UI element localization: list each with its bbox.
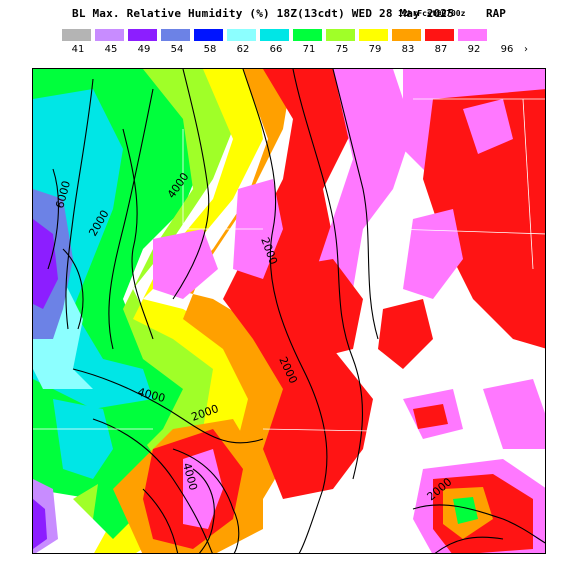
boundary-line [522, 98, 534, 270]
legend-swatch [194, 29, 223, 41]
boundary-line [182, 129, 263, 230]
field-green-southeast [453, 497, 478, 524]
contour-line [122, 128, 154, 340]
field-red-east-small [413, 404, 448, 429]
contour-line [92, 418, 213, 553]
map-canvas: 6000 2000 4000 2000 2000 2000 4000 2000 … [33, 69, 545, 553]
field-purple-west [33, 219, 58, 309]
legend-tick-label: 96 [500, 44, 514, 55]
contour-line [242, 69, 328, 553]
contour-line [192, 468, 215, 553]
legend-swatch [95, 29, 124, 41]
field-pink-east-2 [403, 209, 463, 299]
legend-tick-label: 87 [434, 44, 448, 55]
legend-tick-label: 83 [401, 44, 415, 55]
legend-tick-label: 58 [203, 44, 217, 55]
legend-tick-label: 54 [170, 44, 184, 55]
field-red-mid [378, 299, 433, 369]
legend-swatch [458, 29, 487, 41]
height-contours [47, 69, 545, 553]
field-red-blob-1 [273, 259, 363, 359]
legend-tick-label: 41 [71, 44, 85, 55]
field-cyan-south [53, 399, 113, 479]
legend-swatch [227, 29, 256, 41]
boundaries [33, 98, 545, 432]
legend-more-glyph: › [524, 44, 528, 55]
humidity-map: 6000 2000 4000 2000 2000 2000 4000 2000 … [32, 68, 546, 554]
legend-swatch [392, 29, 421, 41]
contour-line [65, 78, 94, 330]
contour-line [142, 488, 179, 553]
contour-line [412, 504, 545, 544]
legend-tick-label: 79 [368, 44, 382, 55]
title-main: BL Max. Relative Humidity (%) 18Z(13cdt)… [72, 7, 455, 20]
legend-swatch [293, 29, 322, 41]
contour-line [47, 168, 59, 270]
map-title: BL Max. Relative Humidity (%) 18Z(13cdt)… [0, 6, 579, 24]
legend-tick-label: 75 [335, 44, 349, 55]
title-forecast: 12hrFcst@0700z [398, 9, 466, 18]
legend-swatch [128, 29, 157, 41]
field-red-east [423, 89, 545, 349]
contour-line [292, 69, 363, 480]
contour-line [108, 88, 154, 350]
field-orange-belt [145, 69, 293, 553]
contour-line [62, 248, 84, 330]
field-lime-belt [73, 69, 233, 519]
contour-line [172, 69, 210, 300]
legend-swatch [260, 29, 289, 41]
legend-tick-label: 92 [467, 44, 481, 55]
legend-tick-label: 49 [137, 44, 151, 55]
field-pink-blob-ne [463, 99, 513, 154]
legend-swatch [62, 29, 91, 41]
legend-tick-label: 71 [302, 44, 316, 55]
contour-line [434, 536, 504, 553]
contour-line [332, 69, 379, 340]
boundary-line [392, 228, 545, 235]
field-purple-southwest [33, 499, 47, 549]
boundary-line [262, 428, 374, 432]
legend-labels: 41 45 49 54 58 62 66 71 75 79 83 87 92 96 › [60, 44, 530, 56]
legend-swatch [425, 29, 454, 41]
legend-tick-label: 62 [236, 44, 250, 55]
field-pink-blob-2 [153, 229, 218, 299]
color-legend [60, 29, 500, 43]
legend-swatch [161, 29, 190, 41]
title-model: RAP [486, 7, 506, 20]
legend-tick-label: 66 [269, 44, 283, 55]
field-pink-east-3 [483, 379, 545, 449]
contour-line [172, 448, 240, 553]
legend-swatch [359, 29, 388, 41]
legend-tick-label: 45 [104, 44, 118, 55]
legend-swatch [326, 29, 355, 41]
contour-line [72, 368, 264, 444]
